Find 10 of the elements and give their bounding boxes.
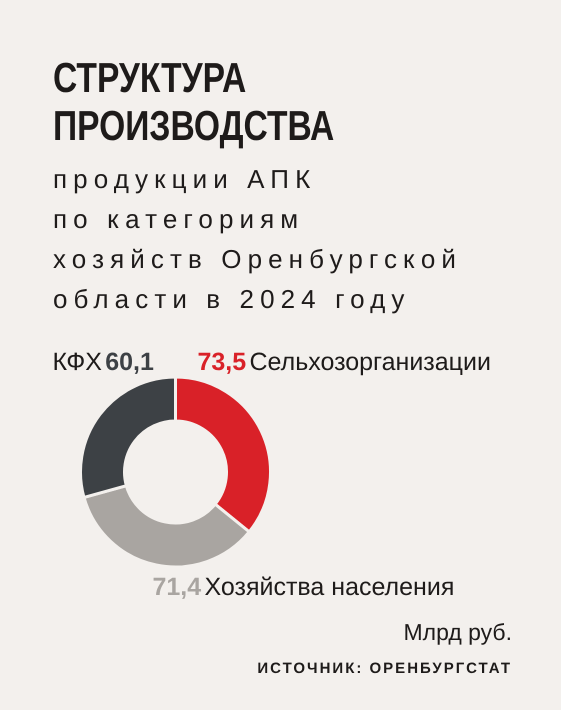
data-label: 60,1	[105, 348, 154, 376]
text: Млрд руб.	[403, 619, 512, 645]
data-label: 71,4	[152, 573, 202, 601]
slice-label: Хозяйства населения	[204, 573, 454, 601]
text: ИСТОЧНИК: ОРЕНБУРГСТАТ	[257, 659, 512, 679]
chart-subtitle: продукции АПК по категориям хозяйств Оренбургской области в 2024 году	[53, 163, 462, 316]
chart-title: СТРУКТУРА ПРОИЗВОДСТВА	[53, 54, 334, 150]
slice-label: КФХ	[52, 348, 102, 376]
data-label: 73,5	[198, 348, 246, 376]
slice-label: Сельхозорганизации	[249, 348, 491, 376]
